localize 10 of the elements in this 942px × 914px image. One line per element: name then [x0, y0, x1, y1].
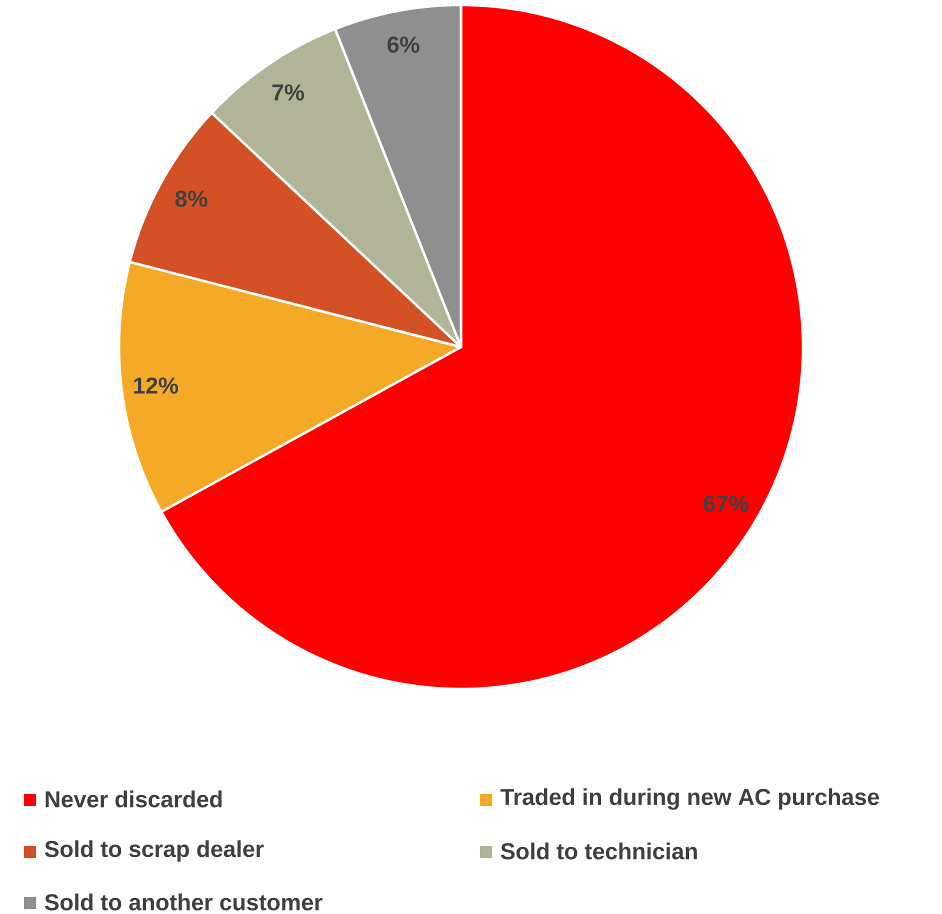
- legend-label: Sold to scrap dealer: [44, 840, 264, 862]
- data-label: 7%: [272, 84, 304, 100]
- legend-label: Sold to technician: [500, 842, 697, 860]
- data-label: 67%: [704, 496, 748, 512]
- data-label: 12%: [134, 377, 178, 394]
- data-label: 8%: [175, 190, 208, 207]
- legend-label: Never discarded: [46, 790, 222, 808]
- legend-label: Traded in during new AC purchase: [500, 788, 879, 810]
- legend-label: Sold to another customer: [44, 894, 322, 910]
- data-label: 6%: [388, 36, 420, 53]
